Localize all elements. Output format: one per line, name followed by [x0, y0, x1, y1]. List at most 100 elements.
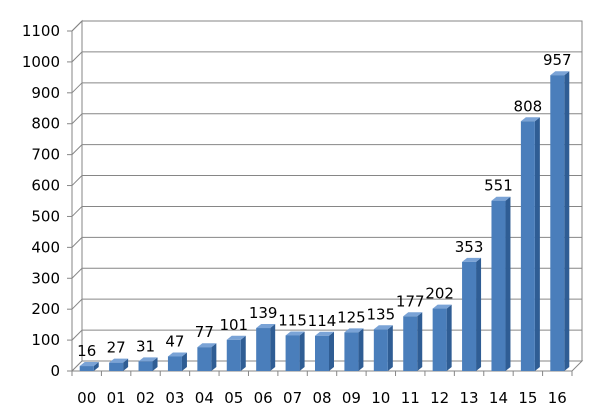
bar-front [109, 362, 124, 371]
bar-side [270, 324, 276, 371]
bar [491, 196, 511, 371]
y-tick-label: 600 [31, 177, 60, 195]
y-tick-label: 1100 [22, 22, 60, 40]
bar-side [476, 257, 482, 371]
gridline [71, 113, 582, 125]
y-tick-label: 100 [31, 331, 60, 349]
bar-side [93, 362, 99, 371]
data-label: 27 [107, 339, 126, 357]
data-label: 808 [514, 97, 543, 115]
bar-side [446, 304, 452, 371]
bar-side [564, 71, 570, 371]
bar [462, 257, 482, 371]
gridlines [67, 20, 582, 376]
bar-side [417, 312, 423, 371]
data-label: 202 [425, 285, 454, 303]
bar [197, 343, 217, 371]
bar [550, 71, 570, 371]
bar-side [329, 331, 334, 371]
bar-top [491, 196, 511, 201]
data-label: 139 [249, 304, 278, 322]
bar [79, 362, 99, 371]
data-label: 101 [219, 316, 248, 334]
y-tick-label: 800 [31, 115, 60, 133]
bar-front [373, 329, 388, 371]
bar-front [285, 335, 300, 371]
bar [256, 324, 276, 371]
bar-front [550, 75, 565, 371]
bar-top [285, 331, 305, 336]
gridline [71, 82, 582, 94]
gridline [71, 144, 582, 155]
bar [520, 117, 540, 371]
bar-top [315, 331, 334, 336]
bar-side [534, 117, 540, 371]
y-axis-tick-labels: 0 100 200 300 400 500 600 700 800 900 1000 1100 [22, 22, 60, 380]
bar-top [520, 117, 540, 122]
bar-front [403, 316, 418, 371]
y-tick-label: 200 [31, 300, 60, 318]
x-tick-label: 10 [371, 389, 390, 407]
bar-top [256, 324, 276, 329]
bar-front [462, 261, 477, 371]
bar [109, 358, 129, 371]
gridline [71, 205, 582, 217]
gridline [71, 20, 582, 32]
bar-side [299, 331, 305, 371]
bar-top [432, 304, 452, 309]
x-tick-label: 16 [548, 389, 567, 407]
bar-front [491, 200, 506, 371]
x-tick-label: 04 [195, 389, 214, 407]
data-label: 551 [484, 177, 513, 195]
bar-side [505, 196, 511, 371]
data-label: 16 [77, 342, 96, 360]
x-tick-label: 09 [342, 389, 361, 407]
bar-series [79, 71, 570, 371]
x-tick-label: 02 [136, 389, 155, 407]
x-tick-label: 14 [489, 389, 508, 407]
bar-top [550, 71, 570, 76]
bar-side [152, 357, 158, 371]
x-tick-label: 11 [401, 389, 420, 407]
data-label: 31 [136, 337, 155, 355]
x-axis-tick-labels: 00 01 02 03 04 05 06 07 08 09 10 11 12 13 14 15 16 [77, 389, 567, 407]
gridline [71, 267, 582, 279]
x-tick-label: 12 [430, 389, 449, 407]
y-tick-label: 900 [31, 84, 60, 102]
bar-front [79, 366, 94, 371]
side-wall [71, 19, 83, 373]
bar-top [344, 328, 364, 333]
data-label: 135 [367, 305, 396, 323]
x-tick-label: 01 [107, 389, 126, 407]
bar-top [167, 352, 187, 357]
y-tick-label: 1000 [22, 53, 60, 71]
bar-front [256, 328, 271, 371]
gridline [71, 51, 582, 63]
data-label: 957 [543, 51, 572, 69]
bar-top [373, 325, 393, 330]
bar-top [197, 343, 217, 348]
gridline [71, 298, 582, 310]
bar-top [462, 257, 482, 262]
bar-front [315, 335, 329, 371]
bar-front [167, 356, 182, 371]
x-tick-label: 06 [254, 389, 273, 407]
bar-side [211, 343, 217, 371]
bar-top [109, 358, 129, 363]
y-tick-label: 300 [31, 269, 60, 287]
data-label: 47 [165, 332, 184, 350]
x-tick-label: 13 [460, 389, 479, 407]
data-label: 177 [396, 292, 425, 310]
bar [403, 312, 423, 371]
x-tick-label: 00 [77, 389, 96, 407]
data-label: 353 [455, 238, 484, 256]
y-tick-label: 0 [50, 362, 60, 380]
bar [167, 352, 187, 371]
bar-top [138, 357, 158, 362]
bar-side [181, 352, 187, 371]
data-label: 125 [337, 308, 366, 326]
y-tick-label: 700 [31, 146, 60, 164]
x-tick-label: 05 [224, 389, 243, 407]
